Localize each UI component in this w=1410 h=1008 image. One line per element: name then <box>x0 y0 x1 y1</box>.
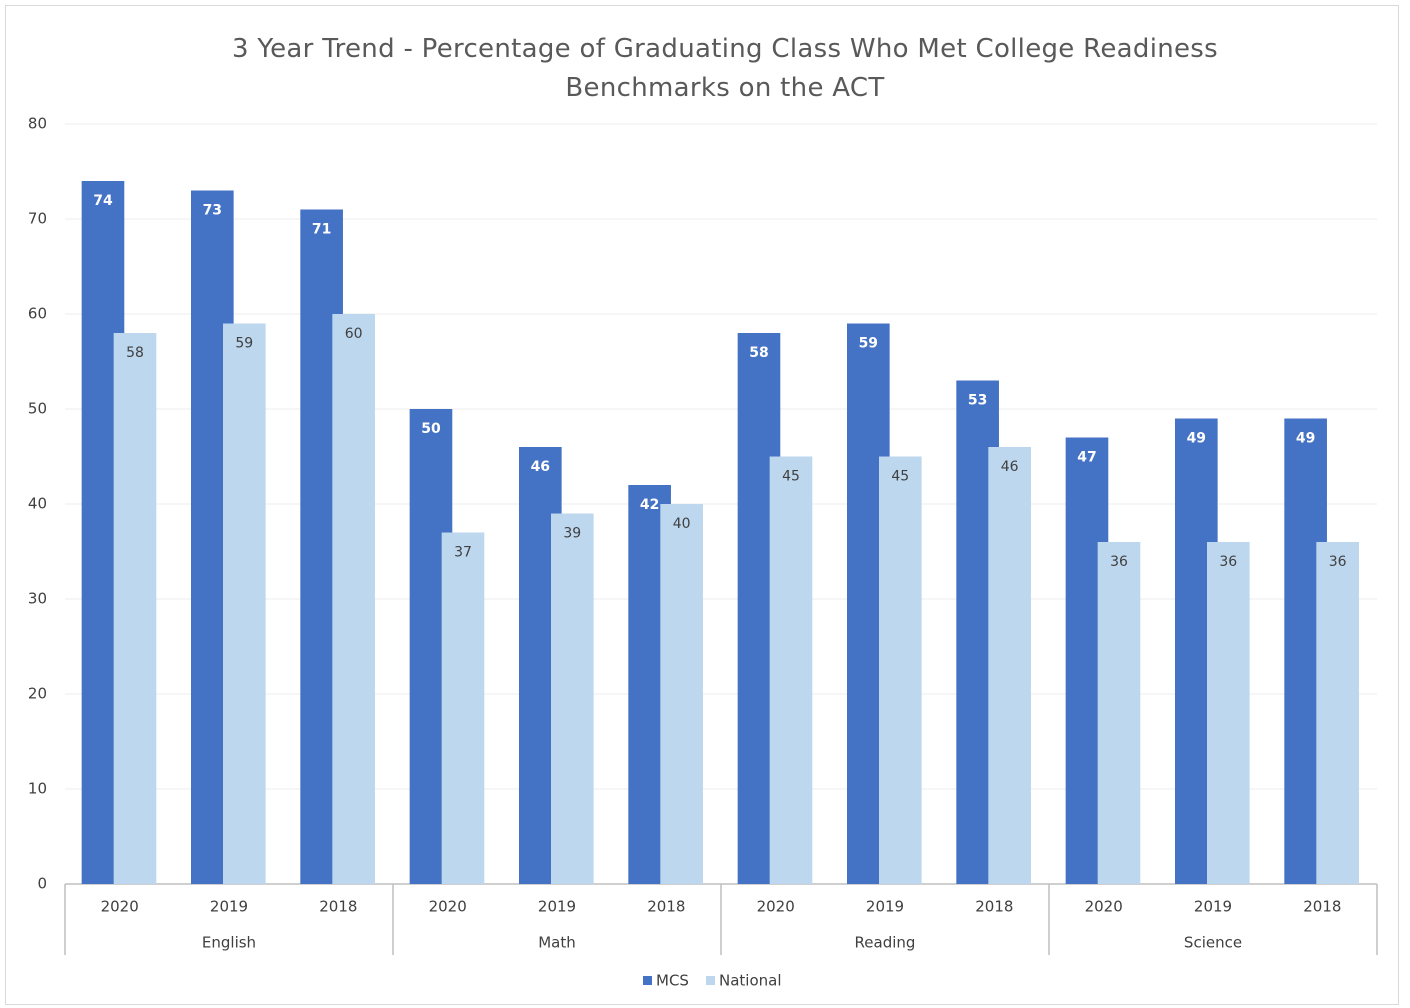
x-tick-label: 2019 <box>866 898 904 916</box>
data-label: 58 <box>126 345 144 361</box>
x-tick-label: 2020 <box>101 898 139 916</box>
data-label: 59 <box>235 336 253 352</box>
y-tick-label: 60 <box>28 305 47 323</box>
bar <box>113 333 157 884</box>
data-label: 50 <box>421 421 441 437</box>
data-label: 60 <box>345 326 363 342</box>
group-label: Reading <box>855 934 916 952</box>
bar <box>550 513 594 884</box>
x-tick-label: 2018 <box>319 898 357 916</box>
x-tick-label: 2018 <box>975 898 1013 916</box>
bar <box>660 504 703 884</box>
x-tick-label: 2019 <box>538 898 576 916</box>
data-label: 49 <box>1187 431 1206 447</box>
group-label: Science <box>1184 934 1242 952</box>
x-tick-label: 2020 <box>1085 898 1123 916</box>
y-tick-label: 10 <box>28 780 47 798</box>
data-label: 73 <box>203 203 222 219</box>
legend-label: National <box>719 972 782 990</box>
data-label: 58 <box>749 345 768 361</box>
x-tick-label: 2020 <box>429 898 467 916</box>
x-tick-label: 2019 <box>210 898 248 916</box>
x-tick-label: 2020 <box>757 898 795 916</box>
bar <box>1206 542 1250 884</box>
data-label: 45 <box>782 469 800 485</box>
chart-title: 3 Year Trend - Percentage of Graduating … <box>232 34 1218 103</box>
group-label: Math <box>538 934 576 952</box>
data-label: 40 <box>673 516 691 532</box>
group-label: English <box>202 934 256 952</box>
y-tick-label: 80 <box>28 115 47 133</box>
y-tick-label: 40 <box>28 495 47 513</box>
y-tick-label: 50 <box>28 400 47 418</box>
data-label: 53 <box>968 393 987 409</box>
data-label: 36 <box>1110 554 1128 570</box>
data-label: 45 <box>891 469 909 485</box>
legend-swatch <box>706 976 715 985</box>
x-tick-label: 2019 <box>1194 898 1232 916</box>
bar <box>332 314 375 884</box>
x-tick-label: 2018 <box>1303 898 1341 916</box>
data-label: 36 <box>1329 554 1347 570</box>
legend-swatch <box>643 976 652 985</box>
legend-label: MCS <box>656 972 689 990</box>
bar <box>988 447 1031 884</box>
data-label: 36 <box>1219 554 1237 570</box>
x-tick-label: 2018 <box>647 898 685 916</box>
bar <box>222 323 266 884</box>
data-label: 46 <box>531 459 550 475</box>
y-tick-label: 20 <box>28 685 47 703</box>
y-tick-label: 70 <box>28 210 47 228</box>
data-label: 42 <box>640 497 659 513</box>
data-label: 47 <box>1077 450 1096 466</box>
data-label: 74 <box>93 193 113 209</box>
data-label: 37 <box>454 545 472 561</box>
data-label: 39 <box>563 526 581 542</box>
y-tick-label: 0 <box>37 875 47 893</box>
bar <box>769 456 813 884</box>
bar <box>878 456 922 884</box>
bar <box>1316 542 1359 884</box>
y-tick-label: 30 <box>28 590 47 608</box>
data-label: 59 <box>859 336 878 352</box>
bar <box>441 532 485 884</box>
bar <box>1097 542 1141 884</box>
data-label: 46 <box>1001 459 1019 475</box>
data-label: 49 <box>1296 431 1315 447</box>
data-label: 71 <box>312 222 331 238</box>
